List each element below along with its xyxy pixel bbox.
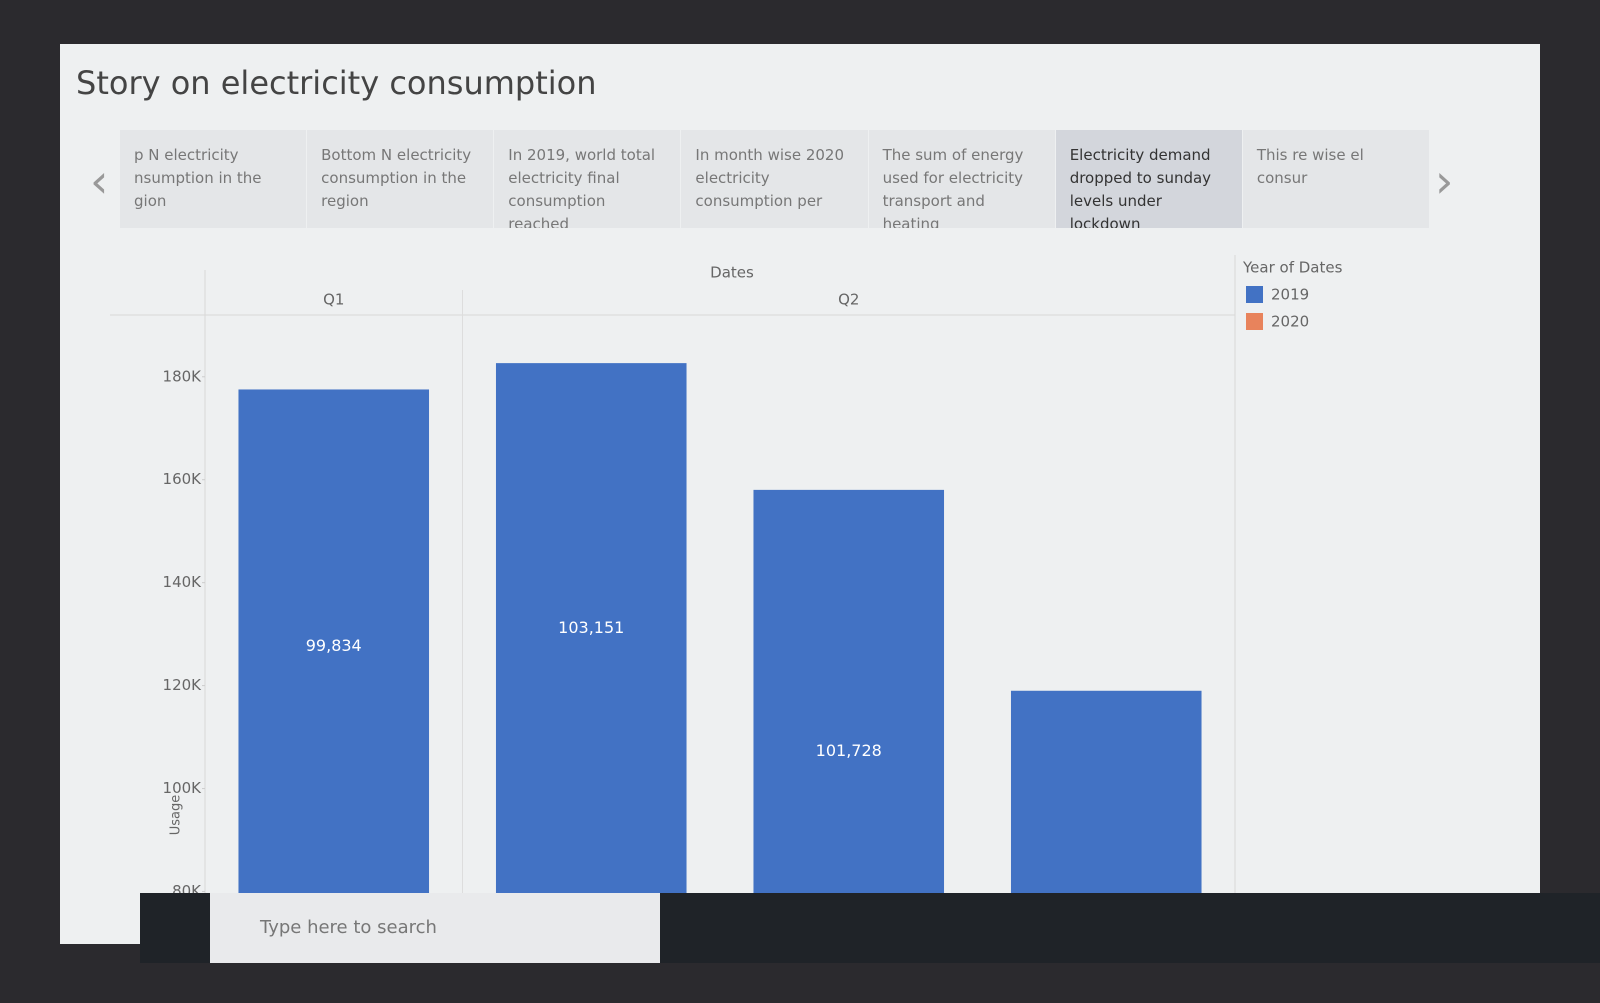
story-tab[interactable]: In 2019, world total electricity final c…	[494, 130, 682, 228]
bar-segment	[753, 489, 945, 943]
story-tab[interactable]: Bottom N electricity consumption in the …	[307, 130, 495, 228]
legend-swatch	[1246, 286, 1263, 303]
value-label: 99,834	[306, 636, 362, 655]
group-header: Q2	[838, 291, 859, 309]
x-axis-title: Dates	[710, 264, 754, 282]
y-tick-label: 180K	[163, 367, 203, 385]
story-tab[interactable]: The sum of energy used for electricity t…	[869, 130, 1056, 228]
group-header: Q1	[323, 291, 344, 309]
y-tick-label: 140K	[163, 573, 203, 591]
story-tab[interactable]: Electricity demand dropped to sunday lev…	[1055, 130, 1243, 228]
value-label: 101,728	[816, 741, 882, 760]
legend-label: 2019	[1271, 286, 1309, 304]
y-tick-label: 160K	[163, 470, 203, 488]
bar-segment	[495, 363, 687, 895]
story-tab[interactable]: p N electricity nsumption in the gion	[120, 130, 308, 228]
legend-label: 2020	[1271, 313, 1309, 331]
y-axis-title: Usage	[169, 795, 184, 836]
story-title: Story on electricity consumption	[76, 64, 597, 102]
story-tab[interactable]: In month wise 2020 electricity consumpti…	[681, 130, 869, 228]
taskbar: Type here to search	[140, 893, 1600, 963]
story-tabs: p N electricity nsumption in the gion Bot…	[120, 130, 1430, 228]
next-arrow[interactable]: ›	[1435, 154, 1454, 208]
legend-title: Year of Dates	[1242, 259, 1343, 277]
prev-arrow[interactable]: ‹	[90, 154, 109, 208]
search-box[interactable]: Type here to search	[210, 893, 660, 963]
story-tab[interactable]: This re wise el consur	[1243, 130, 1430, 228]
value-label: 103,151	[558, 618, 624, 637]
legend-swatch	[1246, 313, 1263, 330]
y-tick-label: 100K	[163, 779, 203, 797]
bar-segment	[238, 389, 430, 904]
y-tick-label: 120K	[163, 676, 203, 694]
